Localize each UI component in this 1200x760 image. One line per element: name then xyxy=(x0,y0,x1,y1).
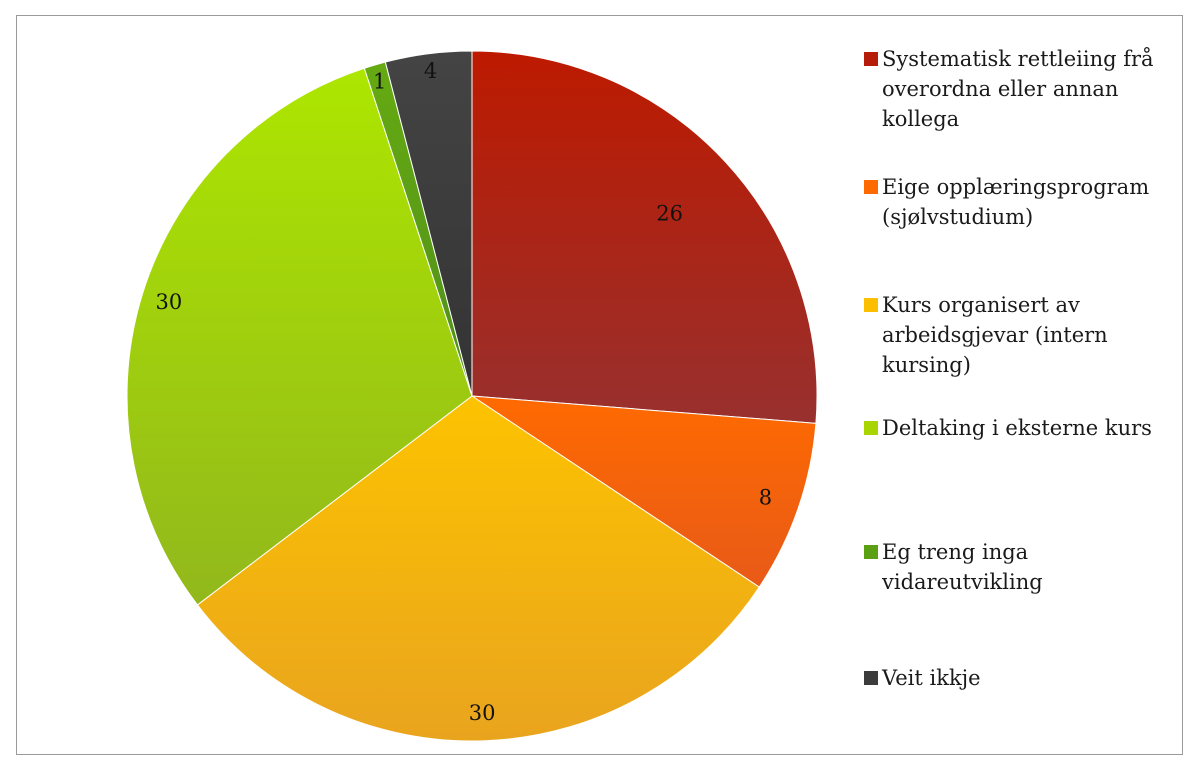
legend-label: Kurs organisert av arbeidsgjevar (intern… xyxy=(882,293,1108,377)
data-label: 26 xyxy=(656,201,683,225)
slice-kurs-organisert xyxy=(196,395,760,742)
legend-label: Systematisk rettleiing frå overordna ell… xyxy=(882,47,1154,131)
legend-label: Eige opplæringsprogram (sjølvstudium) xyxy=(882,175,1150,229)
legend-swatch xyxy=(864,52,878,66)
slice-veit-ikkje xyxy=(384,50,473,397)
data-label: 8 xyxy=(759,486,772,510)
legend-label: Eg treng inga vidareutvikling xyxy=(882,540,1043,594)
legend-swatch xyxy=(864,545,878,559)
slice-systematisk-rettleiing xyxy=(471,50,818,424)
legend: Systematisk rettleiing frå overordna ell… xyxy=(864,0,1184,760)
slice-eige-opplaeringsprogram xyxy=(470,395,817,588)
legend-swatch xyxy=(864,180,878,194)
legend-swatch xyxy=(864,421,878,435)
legend-label: Veit ikkje xyxy=(882,666,981,690)
legend-swatch xyxy=(864,298,878,312)
slice-deltaking-eksterne-kurs xyxy=(126,67,473,606)
legend-label: Deltaking i eksterne kurs xyxy=(882,416,1152,440)
data-label: 4 xyxy=(424,59,437,83)
data-label: 30 xyxy=(156,290,183,314)
data-label: 1 xyxy=(373,70,386,94)
legend-swatch xyxy=(864,671,878,685)
data-label: 30 xyxy=(469,701,496,725)
